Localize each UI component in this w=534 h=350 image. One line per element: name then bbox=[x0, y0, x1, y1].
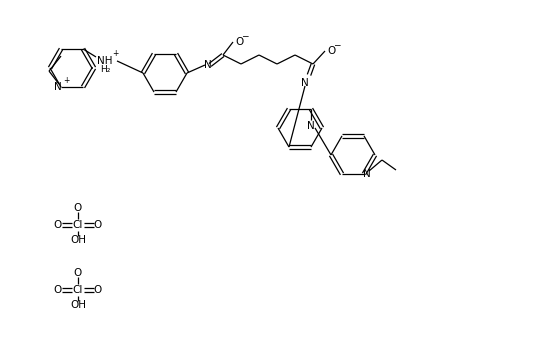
Text: Cl: Cl bbox=[73, 220, 83, 230]
Text: O: O bbox=[94, 220, 102, 230]
Text: −: − bbox=[333, 41, 341, 49]
Text: N: N bbox=[54, 82, 62, 92]
Text: NH: NH bbox=[97, 56, 113, 66]
Text: O: O bbox=[74, 268, 82, 278]
Text: N: N bbox=[363, 169, 371, 179]
Text: Cl: Cl bbox=[73, 285, 83, 295]
Text: +: + bbox=[63, 76, 69, 85]
Text: O: O bbox=[235, 37, 243, 47]
Text: O: O bbox=[74, 203, 82, 213]
Text: OH: OH bbox=[70, 235, 86, 245]
Text: O: O bbox=[94, 285, 102, 295]
Text: +: + bbox=[112, 49, 118, 58]
Text: N: N bbox=[307, 121, 315, 131]
Text: O: O bbox=[54, 285, 62, 295]
Text: −: − bbox=[241, 32, 249, 41]
Text: H₂: H₂ bbox=[100, 65, 110, 75]
Text: N: N bbox=[204, 60, 212, 70]
Text: O: O bbox=[327, 46, 335, 56]
Text: N: N bbox=[301, 78, 309, 88]
Text: O: O bbox=[54, 220, 62, 230]
Text: OH: OH bbox=[70, 300, 86, 310]
